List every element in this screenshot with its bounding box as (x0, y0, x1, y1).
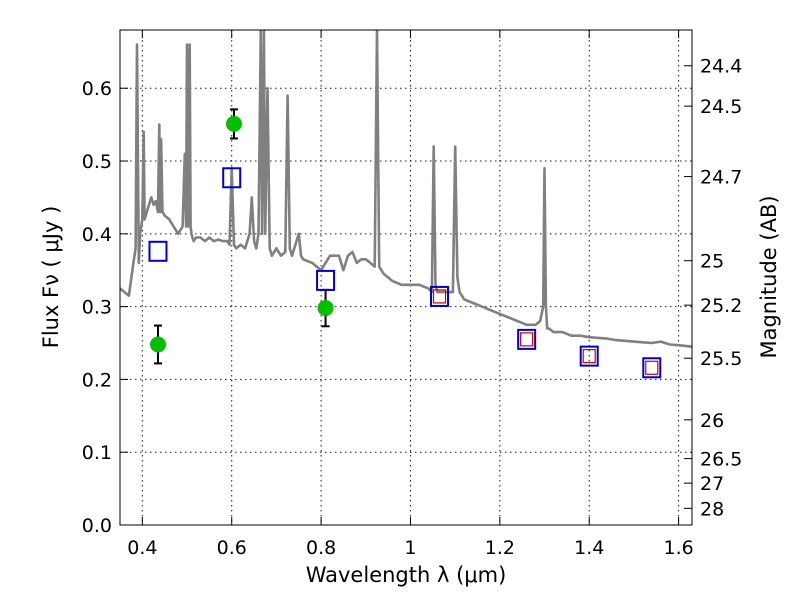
model-square-broad (316, 269, 336, 291)
y2-tick-label: 25.2 (700, 295, 742, 317)
y-tick-label: 0.2 (82, 369, 112, 391)
y2-tick-label: 25.5 (700, 348, 742, 370)
y2-tick-label: 24.7 (700, 167, 742, 189)
x-tick-label: 0.6 (217, 537, 247, 559)
y-tick-label: 0.1 (82, 442, 112, 464)
x-tick-label: 1.6 (663, 537, 693, 559)
x-tick-label: 0.8 (306, 537, 336, 559)
model-spectrum-line (120, 30, 692, 348)
y-tick-label: 0.3 (82, 297, 112, 319)
plot-frame (119, 29, 693, 526)
observed-point (317, 300, 334, 317)
y2-tick-label: 24.4 (700, 56, 742, 78)
y-tick-label: 0.4 (82, 224, 112, 246)
y2-tick-label: 27 (700, 473, 724, 495)
y2-axis-label: Magnitude (AB) (757, 195, 781, 358)
model-square-broad (148, 240, 168, 262)
y-tick-label: 0.5 (82, 151, 112, 173)
model-square-broad (642, 357, 662, 379)
x-axis-label: Wavelength λ (μm) (306, 563, 507, 587)
x-tick-label: 1 (404, 537, 416, 559)
model-square-narrow (432, 289, 447, 304)
grid-layer (120, 30, 692, 526)
model-square-broad (517, 328, 537, 350)
x-tick-label: 0.4 (127, 537, 157, 559)
y-tick-label: 0.0 (82, 515, 112, 537)
y2-tick-label: 26.5 (700, 449, 742, 471)
x-tick-label: 1.4 (574, 537, 604, 559)
y2-tick-label: 24.5 (700, 96, 742, 118)
model-square-narrow (582, 349, 596, 364)
y2-tick-label: 26 (700, 410, 724, 432)
ticks-layer: 0.4 0.6 0.8 1 1.2 1.4 1.6 0.0 0.1 0.2 0.3 0.4 0.5 0.6… (82, 30, 742, 559)
observed-point (225, 115, 242, 132)
observed-point (149, 336, 166, 353)
marks-layer (148, 108, 662, 379)
model-square-broad (579, 345, 599, 367)
y2-tick-label: 25 (700, 251, 724, 273)
model-square-broad (430, 285, 450, 307)
x-tick-label: 1.2 (485, 537, 515, 559)
y2-tick-label: 28 (700, 498, 724, 520)
model-square-narrow (645, 360, 659, 375)
y-axis-label: Flux Fν ( μJy ) (39, 206, 63, 349)
model-square-narrow (520, 332, 534, 347)
model-square-broad (222, 167, 242, 189)
y-tick-label: 0.6 (82, 78, 112, 100)
